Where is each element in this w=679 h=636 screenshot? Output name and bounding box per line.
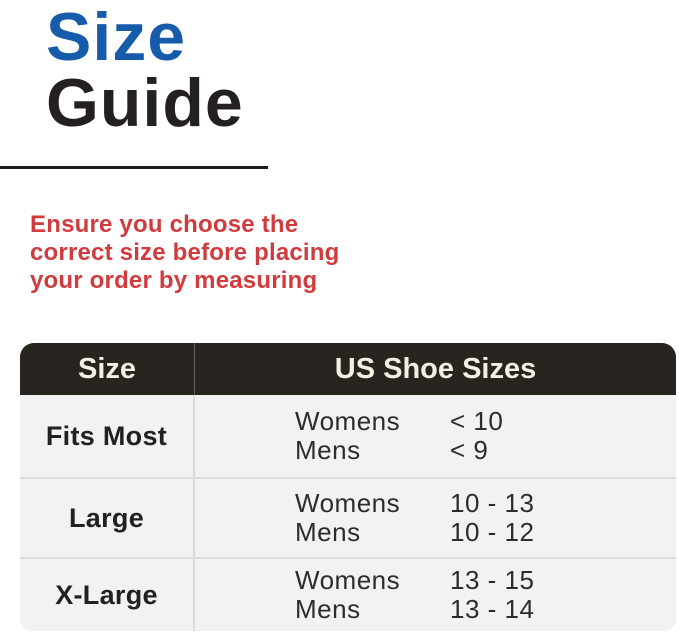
size-range: 13 - 15	[450, 565, 535, 595]
womens-entry: Womens 13 - 15	[295, 566, 676, 595]
gender-label: Mens	[295, 594, 361, 624]
gender-label: Womens	[295, 406, 401, 436]
size-values: Womens < 10 Mens < 9	[195, 395, 676, 477]
gender-label: Womens	[295, 565, 401, 595]
table-row-fits-most: Fits Most Womens < 10 Mens < 9	[20, 395, 676, 477]
title-word-size: Size	[46, 0, 187, 75]
size-table: Size US Shoe Sizes Fits Most Womens < 10…	[20, 343, 676, 631]
table-header-row: Size US Shoe Sizes	[20, 343, 676, 395]
table-row-large: Large Womens 10 - 13 Mens 10 - 12	[20, 477, 676, 557]
header-cell-size: Size	[20, 343, 195, 395]
size-range: 10 - 12	[450, 517, 535, 547]
warning-line: correct size before placing	[30, 239, 340, 266]
size-label: Large	[20, 479, 195, 557]
warning-line: Ensure you choose the	[30, 211, 299, 238]
title-underline	[0, 166, 268, 169]
size-label: Fits Most	[20, 395, 195, 477]
mens-entry: Mens 13 - 14	[295, 595, 676, 624]
gender-label: Womens	[295, 488, 401, 518]
womens-entry: Womens 10 - 13	[295, 489, 676, 518]
title-word-guide: Guide	[46, 65, 244, 141]
size-values: Womens 10 - 13 Mens 10 - 12	[195, 479, 676, 557]
size-range: 13 - 14	[450, 594, 535, 624]
size-range: < 10	[450, 406, 504, 436]
womens-entry: Womens < 10	[295, 407, 676, 436]
size-range: 10 - 13	[450, 488, 535, 518]
warning-line: your order by measuring	[30, 267, 318, 294]
page-title: Size Guide	[46, 0, 244, 141]
gender-label: Mens	[295, 435, 361, 465]
mens-entry: Mens 10 - 12	[295, 518, 676, 547]
table-row-x-large: X-Large Womens 13 - 15 Mens 13 - 14	[20, 557, 676, 631]
mens-entry: Mens < 9	[295, 436, 676, 465]
header-cell-us-shoe-sizes: US Shoe Sizes	[334, 352, 537, 385]
gender-label: Mens	[295, 517, 361, 547]
size-values: Womens 13 - 15 Mens 13 - 14	[195, 559, 676, 631]
size-range: < 9	[450, 435, 489, 465]
size-label: X-Large	[20, 559, 195, 631]
warning-text: Ensure you choose the correct size befor…	[30, 211, 340, 295]
